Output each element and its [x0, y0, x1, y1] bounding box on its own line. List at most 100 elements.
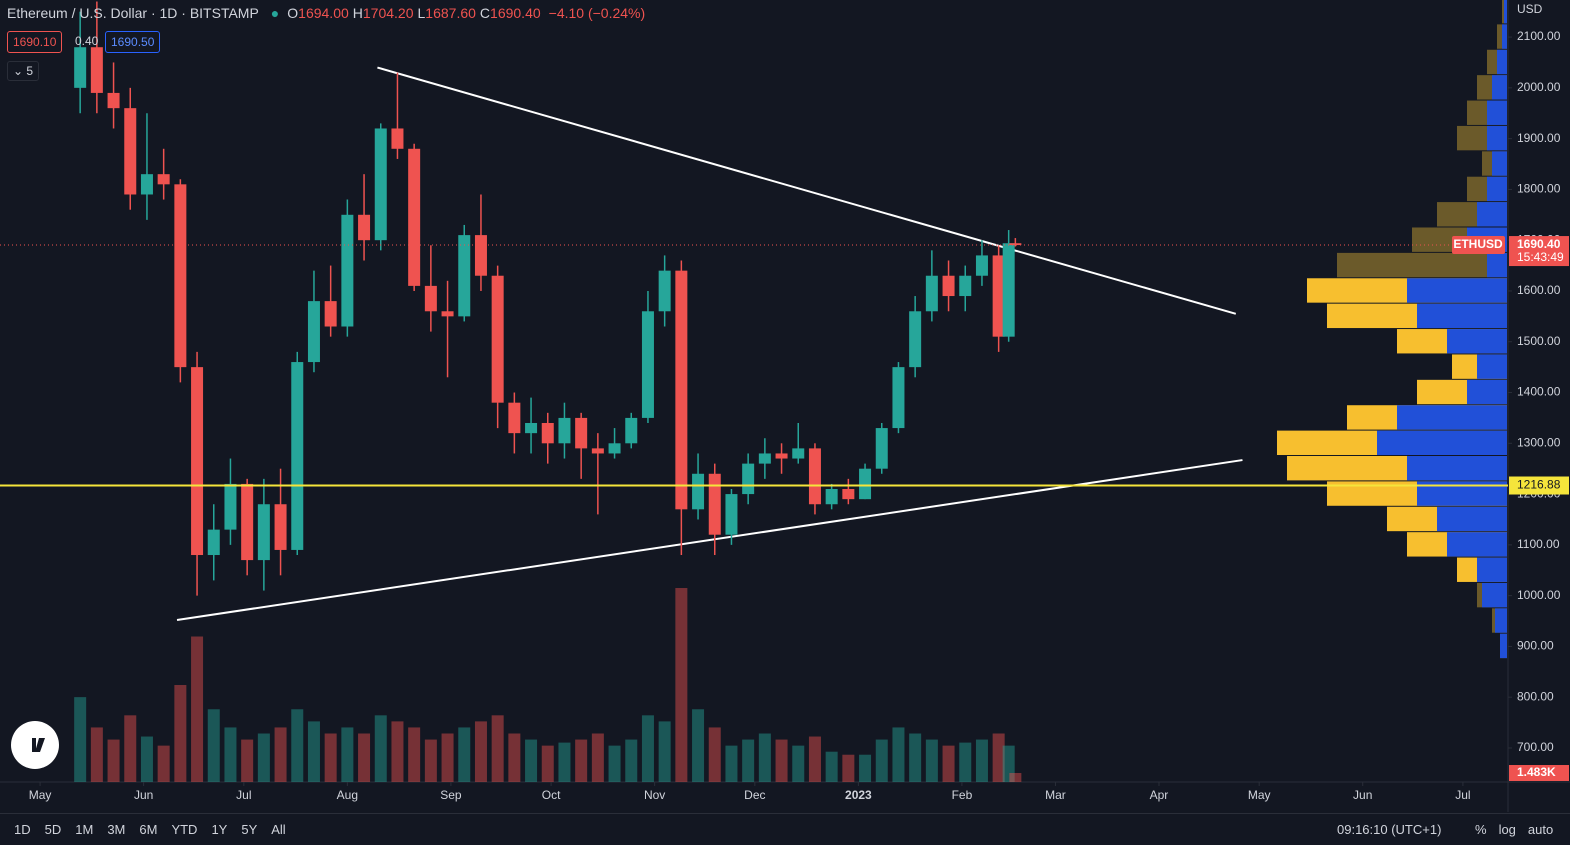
range-button[interactable]: 5D — [44, 822, 62, 837]
buy-price[interactable]: 1690.50 — [105, 31, 161, 53]
x-tick-label: Jun — [134, 788, 153, 802]
indicator-toggle[interactable]: ⌄ 5 — [7, 61, 40, 81]
y-tick-label: 2100.00 — [1517, 29, 1561, 43]
symbol-title: Ethereum / U.S. Dollar · 1D · BITSTAMP — [7, 5, 259, 21]
hline-label: 1216.88 — [1517, 478, 1561, 492]
volume-bar — [241, 739, 254, 782]
chart: USD 700.00800.00900.001000.001100.001200… — [0, 0, 1570, 812]
candle-body — [892, 367, 905, 429]
x-tick-label: Nov — [644, 788, 665, 802]
candle-body — [641, 311, 654, 418]
candle-body — [341, 214, 354, 327]
profile-up — [1504, 0, 1507, 24]
candle-body — [792, 448, 805, 459]
range-button[interactable]: 1D — [14, 822, 31, 837]
x-tick-label: Sep — [440, 788, 462, 802]
candle-body — [241, 483, 254, 561]
volume-bar — [341, 727, 354, 782]
volume-bar — [391, 721, 404, 782]
candle-body — [474, 235, 487, 276]
range-button[interactable]: 5Y — [241, 822, 258, 837]
volume-bar — [641, 715, 654, 782]
candle-body — [1009, 243, 1022, 246]
x-tick-label: May — [29, 788, 52, 802]
price-tag: 1690.40 — [1517, 237, 1561, 251]
profile-up — [1487, 252, 1507, 278]
symbol-tag: ETHUSD — [1453, 237, 1503, 251]
profile-up — [1477, 557, 1507, 582]
volume-bar — [307, 721, 320, 782]
y-tick-label: 1400.00 — [1517, 385, 1561, 399]
candle-body — [959, 275, 972, 297]
range-button[interactable]: All — [271, 822, 286, 837]
x-tick-label: May — [1248, 788, 1271, 802]
symbol-tag-bg — [1452, 236, 1505, 255]
candle-body — [157, 174, 170, 185]
range-button[interactable]: 3M — [107, 822, 126, 837]
candle-body — [124, 108, 137, 195]
volume-bar — [374, 715, 387, 782]
candle-body — [825, 489, 838, 505]
x-tick-label: Aug — [337, 788, 358, 802]
volume-tag-bg — [1509, 765, 1569, 782]
candle-body — [591, 448, 604, 454]
range-button[interactable]: 6M — [139, 822, 158, 837]
range-button[interactable]: YTD — [171, 822, 198, 837]
candle-body — [224, 483, 237, 530]
volume-bar — [291, 709, 304, 782]
sell-price[interactable]: 1690.10 — [7, 31, 63, 53]
volume-bar — [458, 727, 471, 782]
profile-up — [1397, 405, 1507, 430]
profile-up — [1407, 455, 1507, 481]
candle-body — [307, 301, 320, 363]
volume-bar — [74, 697, 87, 782]
profile-up — [1482, 582, 1507, 608]
candle-body — [358, 214, 371, 241]
volume-bar — [408, 727, 421, 782]
candle-body — [575, 417, 588, 449]
candle-body — [842, 489, 855, 500]
currency: USD — [1517, 2, 1543, 16]
candle-body — [808, 448, 821, 505]
volume-bar — [207, 709, 220, 782]
y-tick-label: 2000.00 — [1517, 80, 1561, 94]
candle-body — [74, 47, 87, 88]
candle-body — [608, 443, 621, 454]
ohlc-key: O — [287, 5, 299, 21]
volume-bar — [508, 733, 521, 782]
y-tick-label: 1300.00 — [1517, 435, 1561, 449]
y-tick-label: 1600.00 — [1517, 283, 1561, 297]
y-tick-label: 800.00 — [1517, 689, 1554, 703]
volume-bar — [257, 733, 270, 782]
bottom-toolbar: 1D 5D 1M 3M 6M YTD 1Y 5Y All 09:16:10 (UTC+1)% lo… — [0, 813, 1570, 845]
volume-bar — [692, 709, 705, 782]
price-tag-bg — [1509, 236, 1569, 267]
candle-body — [558, 417, 571, 444]
volume-bar — [1009, 773, 1022, 782]
scale-option[interactable]: auto — [1527, 822, 1554, 837]
volume-bar — [558, 742, 571, 782]
volume-bar — [708, 727, 721, 782]
candle-body — [909, 311, 922, 368]
range-button[interactable]: 1M — [75, 822, 94, 837]
spread: 0.40 — [75, 34, 99, 48]
candle-body — [925, 275, 938, 312]
scale-option[interactable]: log — [1498, 822, 1516, 837]
volume-bar — [224, 727, 237, 782]
profile-up — [1500, 633, 1507, 659]
volume-bar — [274, 727, 287, 782]
candle-body — [859, 468, 872, 500]
scale-option[interactable]: % — [1475, 822, 1487, 837]
candle-body — [758, 453, 771, 464]
volume-bar — [808, 736, 821, 782]
volume-bar — [1002, 745, 1015, 782]
y-tick-label: 1500.00 — [1517, 334, 1561, 348]
change: −4.10 (−0.24%) — [548, 5, 646, 21]
candle-body — [441, 311, 454, 317]
ohlc: O1694.00 H1704.20 L1687.60 C1690.40 — [287, 5, 544, 21]
candle-body — [107, 92, 120, 109]
volume-bar — [725, 745, 738, 782]
countdown: 15:43:49 — [1517, 250, 1564, 264]
range-button[interactable]: 1Y — [211, 822, 228, 837]
hline-label-bg — [1509, 476, 1569, 495]
